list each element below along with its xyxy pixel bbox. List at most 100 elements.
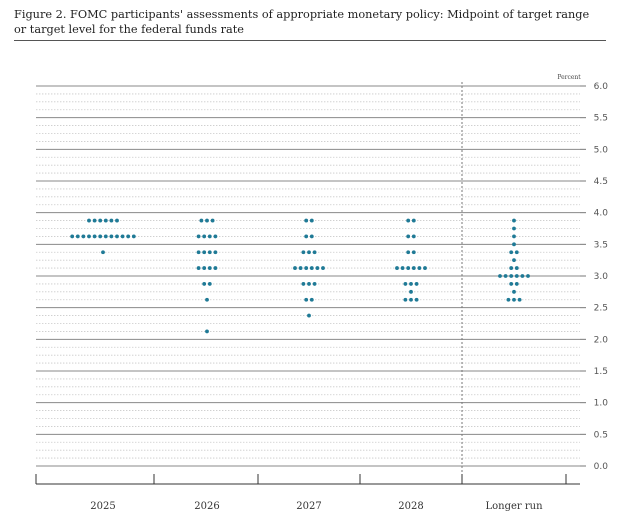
data-point <box>81 234 86 239</box>
data-point <box>202 282 207 286</box>
data-point <box>409 297 413 302</box>
data-point <box>406 266 411 270</box>
data-point <box>309 266 314 270</box>
x-tick-label: 2025 <box>90 501 115 512</box>
data-point <box>115 234 119 239</box>
data-point <box>409 282 413 286</box>
data-point <box>207 266 212 270</box>
data-point <box>517 297 522 302</box>
y-tick-label: 5.5 <box>594 114 608 124</box>
data-point <box>512 289 516 294</box>
data-point <box>312 250 317 255</box>
data-point <box>417 266 422 270</box>
data-point <box>526 274 530 278</box>
data-point <box>205 329 209 334</box>
data-point <box>509 250 514 255</box>
data-point <box>202 234 207 239</box>
caption-line-2: or target level for the federal funds ra… <box>14 22 244 36</box>
data-point <box>103 218 108 223</box>
data-point <box>309 234 314 239</box>
data-point <box>498 274 502 278</box>
data-point <box>512 226 516 231</box>
data-point <box>414 282 419 286</box>
y-axis-unit-label: Percent <box>557 74 581 81</box>
x-tick-label: Longer run <box>485 501 543 512</box>
data-point <box>512 258 516 263</box>
data-point <box>509 266 514 270</box>
data-point <box>205 218 209 223</box>
data-point <box>309 218 314 223</box>
y-tick-label: 1.5 <box>594 367 608 377</box>
data-point <box>411 218 416 223</box>
data-point <box>509 274 514 278</box>
data-point <box>512 234 516 239</box>
data-point <box>321 266 325 270</box>
data-point <box>298 266 303 270</box>
data-point <box>196 266 201 270</box>
y-tick-label: 4.5 <box>594 177 608 187</box>
data-point <box>315 266 320 270</box>
data-point <box>304 234 309 239</box>
data-point <box>406 250 411 255</box>
data-point <box>514 266 519 270</box>
y-tick-label: 2.0 <box>594 335 609 345</box>
data-point <box>196 250 201 255</box>
caption-line-1: Figure 2. FOMC participants' assessments… <box>14 8 590 21</box>
data-point <box>512 218 516 223</box>
data-point <box>304 297 309 302</box>
data-point <box>395 266 399 270</box>
data-point <box>304 218 309 223</box>
data-point <box>312 282 317 286</box>
data-point <box>213 234 218 239</box>
x-tick-label: 2027 <box>296 501 321 512</box>
data-point <box>98 218 103 223</box>
data-point <box>403 297 408 302</box>
data-point <box>304 266 309 270</box>
data-point <box>307 282 311 286</box>
data-point <box>109 218 114 223</box>
data-point <box>196 234 201 239</box>
data-point <box>101 250 105 255</box>
data-point <box>403 282 408 286</box>
y-tick-label: 2.5 <box>594 304 608 314</box>
data-point <box>92 218 97 223</box>
y-tick-label: 0.5 <box>594 430 608 440</box>
data-point <box>301 282 306 286</box>
data-point <box>207 234 212 239</box>
data-point <box>70 234 75 239</box>
data-point <box>506 297 511 302</box>
data-point <box>514 282 519 286</box>
data-point <box>87 234 91 239</box>
data-point <box>210 218 215 223</box>
y-tick-label: 3.5 <box>594 240 608 250</box>
data-point <box>411 266 416 270</box>
y-tick-label: 4.0 <box>594 209 609 219</box>
y-tick-label: 3.0 <box>594 272 609 282</box>
data-point <box>309 297 314 302</box>
data-point <box>213 250 218 255</box>
data-point <box>509 282 514 286</box>
data-point <box>411 250 416 255</box>
data-point <box>98 234 103 239</box>
data-point <box>423 266 427 270</box>
data-point <box>411 234 416 239</box>
data-point <box>406 218 411 223</box>
y-tick-label: 1.0 <box>594 399 609 409</box>
data-point <box>126 234 131 239</box>
x-tick-label: 2028 <box>398 501 423 512</box>
data-point <box>512 297 516 302</box>
data-point <box>301 250 306 255</box>
data-point <box>400 266 405 270</box>
y-tick-label: 5.0 <box>594 145 609 155</box>
data-point <box>213 266 218 270</box>
data-point <box>514 250 519 255</box>
data-point <box>207 282 212 286</box>
data-point <box>406 234 411 239</box>
data-point <box>115 218 119 223</box>
data-point <box>202 250 207 255</box>
data-point <box>307 250 311 255</box>
data-point <box>205 297 209 302</box>
data-point <box>109 234 114 239</box>
data-point <box>512 242 516 247</box>
